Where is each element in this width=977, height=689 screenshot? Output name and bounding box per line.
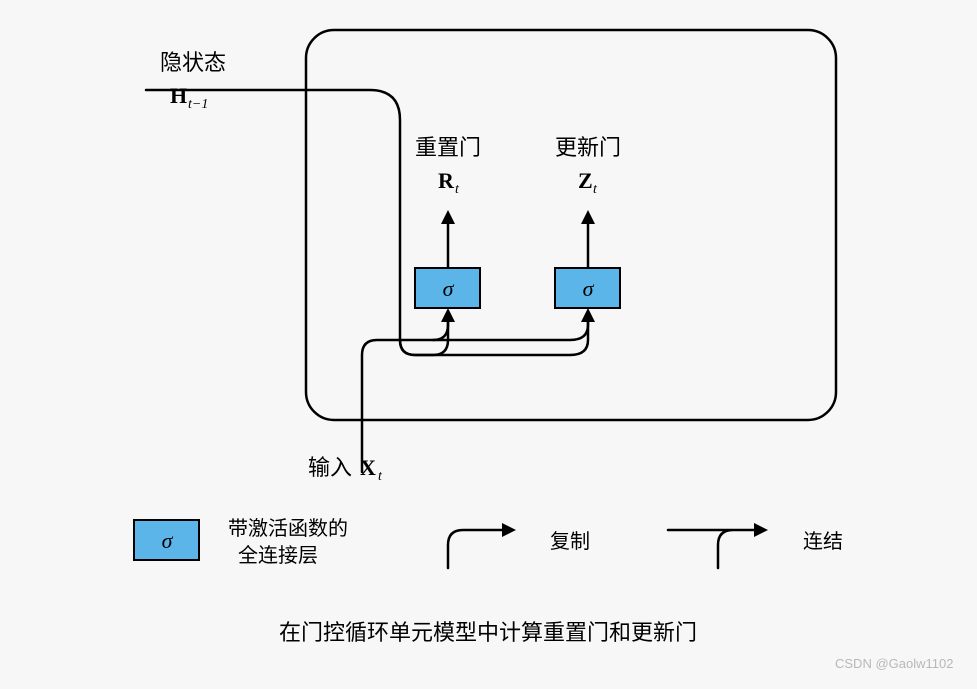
hidden-state-label: 隐状态 [160, 50, 226, 75]
hidden-state-sub: t−1 [188, 97, 208, 112]
hidden-branch [400, 316, 588, 355]
watermark: CSDN @Gaolw1102 [835, 656, 953, 671]
input-branch [433, 316, 588, 340]
caption: 在门控循环单元模型中计算重置门和更新门 [279, 620, 697, 645]
legend-copy-path [448, 530, 508, 568]
reset-sub: t [455, 182, 460, 197]
legend-concat-label: 连结 [803, 530, 843, 553]
sigma-update-label: σ [583, 276, 595, 301]
update-sub: t [593, 182, 598, 197]
reset-gate-label: 重置门 [415, 135, 481, 160]
arrow-update-out [581, 210, 595, 224]
legend-copy-label: 复制 [550, 530, 590, 553]
legend-fc-line1: 带激活函数的 [228, 517, 348, 540]
arrow-reset-in [441, 308, 455, 322]
legend-concat-arrow [754, 523, 768, 537]
hidden-path [146, 90, 448, 355]
input-label: 输入 [308, 455, 352, 480]
legend-fc-line2: 全连接层 [238, 544, 318, 567]
arrow-update-in [581, 308, 595, 322]
legend-sigma-label: σ [162, 528, 174, 553]
sigma-reset-label: σ [443, 276, 455, 301]
reset-symbol: R [438, 168, 455, 193]
arrow-reset-out [441, 210, 455, 224]
legend-copy-arrow [502, 523, 516, 537]
update-symbol: Z [578, 168, 593, 193]
hidden-state-symbol: H [170, 83, 187, 108]
input-sub: t [378, 469, 383, 484]
update-gate-label: 更新门 [555, 135, 621, 160]
legend-concat-path [668, 530, 760, 568]
gru-diagram: 隐状态 H t−1 重置门 R t 更新门 Z t 输入 X t σ σ σ 带… [0, 0, 977, 689]
cell-box [306, 30, 836, 420]
